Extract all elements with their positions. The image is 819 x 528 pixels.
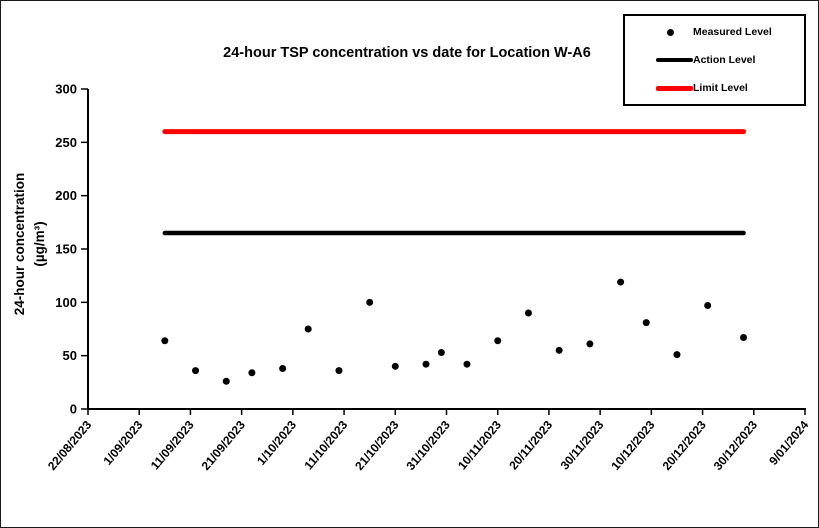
y-tick-label: 150 (55, 242, 77, 257)
data-point (422, 360, 430, 368)
legend-marker-area (625, 58, 693, 62)
x-tick-label: 1/09/2023 (100, 418, 145, 468)
y-tick-label: 0 (70, 402, 77, 417)
legend-label-action-level: Action Level (693, 54, 756, 66)
legend-entry-limit-level: Limit Level (625, 78, 804, 98)
x-tick-label: 11/10/2023 (301, 418, 350, 473)
x-tick-label: 20/12/2023 (660, 418, 710, 473)
chart-title: 24-hour TSP concentration vs date for Lo… (223, 45, 591, 61)
x-tick-label: 10/12/2023 (608, 418, 658, 473)
data-point (463, 360, 471, 368)
legend: Measured Level Action Level Limit Level (623, 14, 806, 106)
data-point (673, 351, 681, 359)
y-tick-label: 250 (55, 135, 77, 150)
data-point (437, 348, 445, 356)
x-tick-label: 10/11/2023 (455, 418, 504, 473)
x-tick-label: 1/10/2023 (254, 418, 299, 468)
data-point (524, 309, 532, 317)
y-tick-label: 300 (55, 82, 77, 97)
x-tick-label: 9/01/2024 (766, 418, 811, 468)
x-tick-label: 11/09/2023 (148, 418, 197, 473)
legend-label-limit-level: Limit Level (693, 82, 748, 94)
data-point (366, 298, 374, 306)
data-point (555, 346, 563, 354)
y-tick-label: 50 (63, 348, 77, 363)
x-tick-label: 21/10/2023 (352, 418, 402, 473)
x-tick-label: 22/08/2023 (45, 418, 95, 473)
x-tick-label: 31/10/2023 (403, 418, 453, 473)
action-level-line-icon (656, 58, 693, 62)
y-tick-label: 200 (55, 188, 77, 203)
data-point (248, 369, 256, 377)
data-point (740, 334, 748, 342)
legend-entry-action-level: Action Level (625, 50, 804, 70)
limit-level-line-icon (656, 85, 693, 91)
measured-level-dot-icon (667, 28, 674, 36)
y-tick-label: 100 (55, 295, 77, 310)
data-point (494, 337, 502, 345)
x-tick-label: 30/11/2023 (558, 418, 607, 473)
data-point (161, 337, 169, 345)
data-point (617, 278, 625, 286)
legend-label-measured-level: Measured Level (693, 26, 772, 38)
data-point (642, 319, 650, 327)
data-point (586, 340, 594, 348)
x-tick-label: 30/12/2023 (711, 418, 761, 473)
data-point (391, 362, 399, 370)
data-point (222, 377, 230, 385)
legend-marker-area (625, 28, 693, 36)
legend-marker-area (625, 85, 693, 91)
data-point (704, 302, 712, 310)
x-tick-label: 20/11/2023 (506, 418, 555, 473)
x-tick-label: 21/09/2023 (199, 418, 249, 473)
data-point (335, 367, 343, 375)
legend-entry-measured-level: Measured Level (625, 22, 804, 42)
data-point (192, 367, 200, 375)
data-point (279, 364, 287, 372)
data-point (304, 325, 312, 333)
